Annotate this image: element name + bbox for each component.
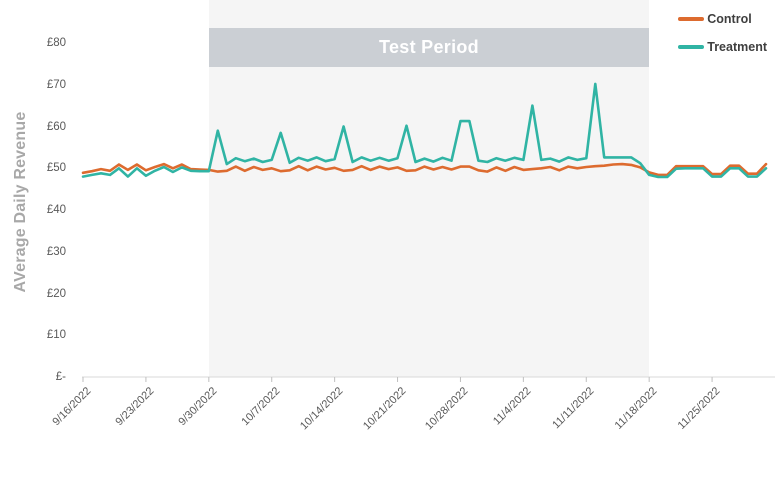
- legend: Control Treatment: [678, 8, 767, 64]
- y-tick-label: £70: [46, 78, 66, 91]
- y-tick-label: £-: [55, 371, 66, 383]
- legend-label-control: Control: [707, 12, 752, 26]
- plot-area: [81, 82, 775, 382]
- control-line-swatch: [678, 17, 705, 21]
- y-tick-label: £30: [46, 245, 66, 258]
- y-tick-label: £50: [46, 162, 66, 175]
- y-tick-label: £60: [46, 120, 66, 133]
- revenue-line-chart: Test Period AVerage Daily Revenue Contro…: [12, 8, 775, 433]
- treatment-line-swatch: [678, 45, 705, 49]
- y-tick-label: £10: [46, 329, 66, 342]
- test-period-label: Test Period: [378, 37, 479, 57]
- test-period-banner: Test Period: [208, 28, 650, 67]
- legend-item-control: Control: [678, 8, 767, 30]
- treatment-line: [81, 82, 768, 179]
- legend-item-treatment: Treatment: [678, 36, 767, 58]
- y-tick-label: £20: [46, 287, 66, 300]
- y-tick-label: £80: [46, 37, 66, 49]
- control-line: [81, 162, 768, 177]
- legend-label-treatment: Treatment: [707, 40, 767, 54]
- y-tick-label: £40: [46, 204, 66, 216]
